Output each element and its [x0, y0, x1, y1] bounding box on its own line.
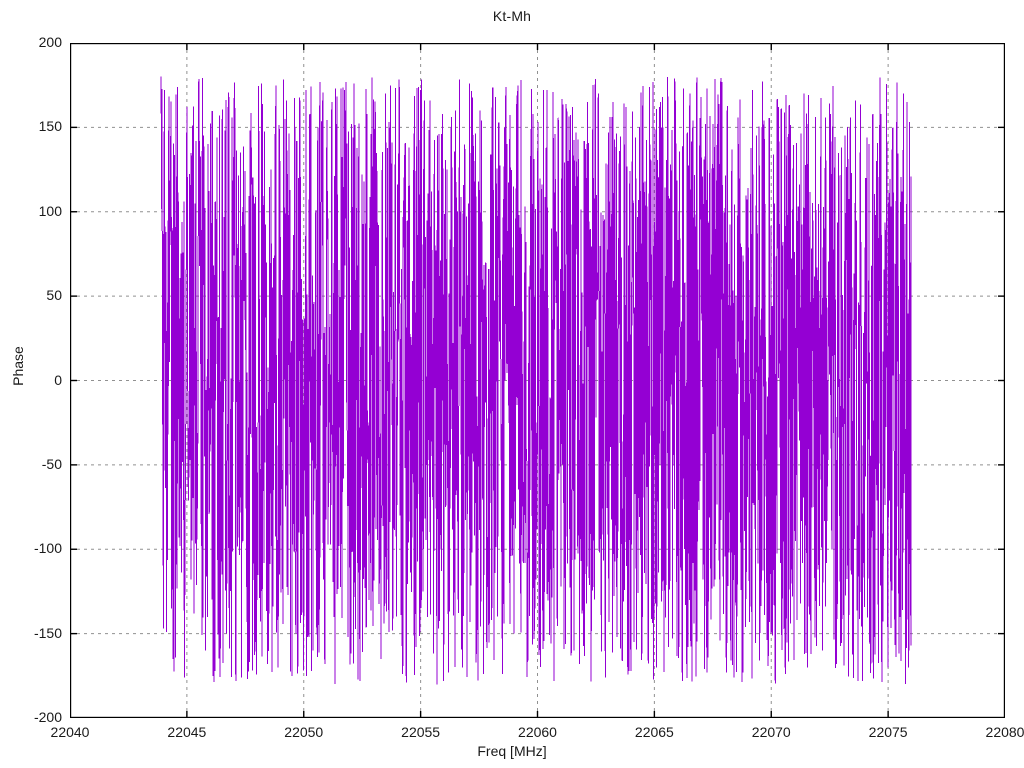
x-tick-label: 22045 — [167, 724, 207, 740]
x-tick-label: 22065 — [634, 724, 674, 740]
y-tick-label: 50 — [46, 287, 62, 304]
y-tick-label: -200 — [33, 709, 62, 725]
plot-frame — [70, 43, 1005, 718]
chart-title: Kt-Mh — [492, 8, 532, 24]
x-tick-label: 22055 — [401, 724, 441, 740]
y-tick-label: 100 — [38, 202, 62, 219]
x-axis-label: Freq [MHz] — [477, 743, 547, 759]
x-tick-label: 22070 — [751, 724, 791, 740]
y-axis-label: Phase — [10, 346, 26, 386]
plot-area — [70, 43, 1005, 718]
x-tick-label: 22080 — [985, 724, 1024, 740]
y-tick-label: 200 — [38, 34, 62, 50]
data-series — [160, 76, 912, 685]
y-tick-label: -100 — [33, 540, 62, 557]
x-tick-label: 22060 — [518, 724, 557, 740]
x-tick-label: 22050 — [284, 724, 324, 740]
y-tick-label: -150 — [33, 624, 62, 641]
series-line — [160, 76, 912, 685]
x-tick-label: 22040 — [50, 724, 90, 740]
x-tick-label: 22075 — [868, 724, 908, 740]
y-tick-label: 0 — [54, 371, 62, 388]
y-tick-label: 150 — [38, 118, 62, 135]
y-tick-label: -50 — [41, 455, 62, 472]
plot-canvas — [70, 43, 1005, 718]
